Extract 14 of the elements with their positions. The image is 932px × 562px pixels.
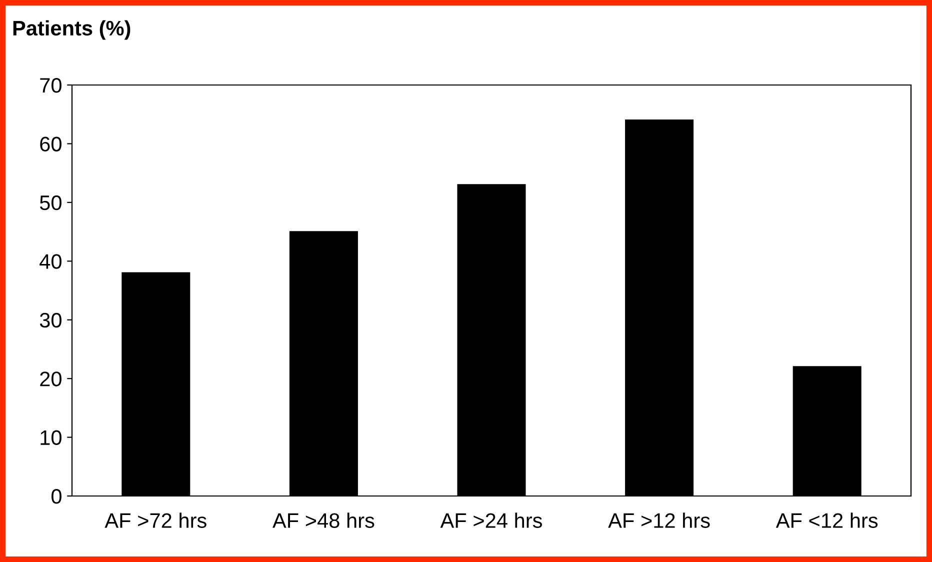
x-tick-label: AF >48 hrs: [272, 512, 374, 528]
y-tick-label: 70: [40, 78, 62, 93]
y-tick-label: 10: [40, 430, 62, 446]
y-tick-label: 60: [40, 136, 62, 152]
y-tick-label: 20: [40, 372, 62, 386]
y-tick-label: 50: [40, 195, 62, 210]
x-tick-label: AF >72 hrs: [104, 512, 206, 528]
x-tick-label: AF <12 hrs: [776, 512, 878, 528]
y-tick-label: 40: [40, 254, 62, 269]
x-tick-label: AF >12 hrs: [608, 512, 710, 528]
y-axis-title: Patients (%): [13, 20, 130, 40]
y-tick-label: 0: [52, 489, 62, 504]
x-tick-label: AF >24 hrs: [440, 512, 542, 528]
y-tick-label: 30: [40, 312, 62, 328]
